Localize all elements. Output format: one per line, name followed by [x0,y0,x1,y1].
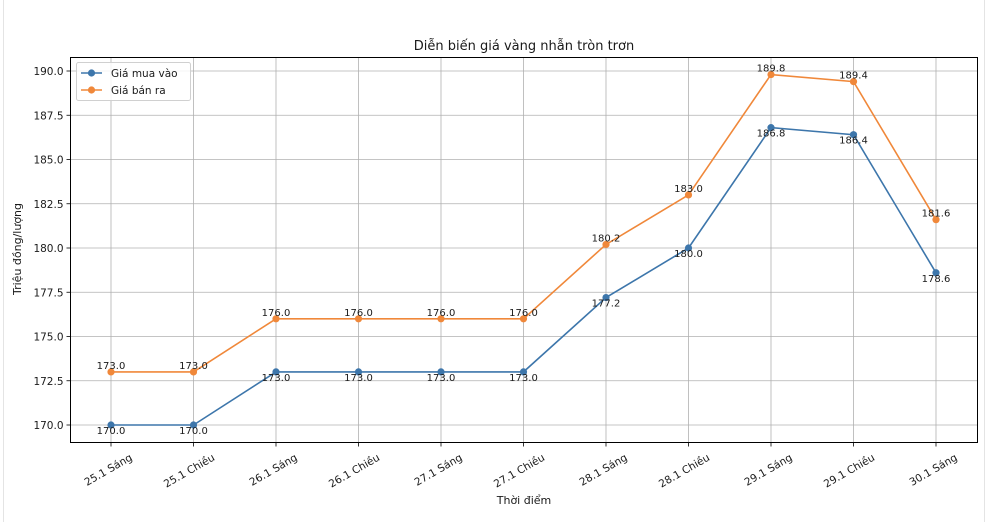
data-point-marker [189,368,198,376]
x-tick-label: 29.1 Chiều [822,452,877,491]
data-value-label: 186.4 [839,136,868,147]
legend-box [76,62,191,101]
y-tick-label: 172.5 [33,376,63,388]
data-value-label: 176.0 [344,308,373,319]
legend-label: Giá mua vào [111,68,178,80]
data-value-label: 170.0 [97,426,126,437]
grid-lines [70,57,978,443]
x-tick-label: 28.1 Sáng [577,452,629,489]
x-tick-label: 30.1 Sáng [907,452,959,489]
legend-label: Giá bán ra [111,85,166,97]
legend-swatch-marker [87,86,96,94]
x-tick-label: 27.1 Chiều [492,452,547,491]
x-tick-label: 28.1 Chiều [657,452,712,491]
data-value-label: 176.0 [509,308,538,319]
y-axis-label: Triệu đồng/lượng [11,203,24,296]
data-value-label: 181.6 [922,209,951,220]
data-value-label: 180.2 [592,233,621,244]
data-point-marker [519,315,528,323]
data-point-marker [849,78,858,86]
y-tick-label: 190.0 [33,66,63,78]
x-tick-label: 25.1 Sáng [82,452,134,489]
data-value-label: 177.2 [592,299,621,310]
data-value-label: 189.4 [839,71,868,82]
x-tick-label: 27.1 Sáng [412,452,464,489]
x-tick-label: 29.1 Sáng [742,452,794,489]
data-value-label: 173.0 [344,373,373,384]
legend-swatch-marker [87,69,96,77]
data-point-marker [354,315,363,323]
data-point-marker [519,368,528,376]
data-point-marker [189,421,198,429]
legend: Giá mua vào Giá bán ra [76,62,191,101]
data-value-label: 178.6 [922,274,951,285]
y-tick-label: 187.5 [33,110,63,122]
x-tick-label: 26.1 Chiều [327,452,382,491]
data-point-marker [767,124,775,132]
data-value-label: 176.0 [262,308,291,319]
data-point-marker [684,191,693,199]
x-tick-label: 25.1 Chiều [162,452,217,491]
data-point-marker [354,368,363,376]
figure-frame [3,0,985,522]
chart-title: Diễn biến giá vàng nhẫn tròn trơn [414,39,634,54]
data-value-label: 183.0 [674,184,703,195]
y-tick-label: 175.0 [33,332,63,344]
data-value-label: 173.0 [262,373,291,384]
y-tick-label: 180.0 [33,243,63,255]
data-point-marker [437,368,445,376]
data-point-marker [849,131,858,139]
data-value-label: 173.0 [179,361,208,372]
x-tick-label: 26.1 Sáng [247,452,299,489]
data-series [107,70,940,429]
y-tick-label: 170.0 [33,420,63,432]
data-point-marker [107,368,115,376]
data-point-marker [684,244,693,252]
data-value-label: 173.0 [97,361,126,372]
data-point-marker [602,240,610,249]
data-point-marker [437,315,445,323]
data-point-marker [932,216,940,224]
data-point-marker [272,315,280,323]
data-value-label: 180.0 [674,249,703,260]
y-tick-label: 177.5 [33,287,63,299]
x-axis: 25.1 Sáng 25.1 Chiều 26.1 Sáng 26.1 Chiều 27… [82,442,960,491]
data-value-label: 176.0 [427,308,456,319]
data-value-label: 189.8 [757,64,786,75]
data-value-label: 173.0 [427,373,456,384]
y-axis: 170.0 172.5 175.0 177.5 180.0 182.5 185.0 187.5… [33,66,71,432]
y-tick-label: 182.5 [33,199,63,211]
data-value-label: 186.8 [757,129,786,140]
y-tick-label: 185.0 [33,155,63,167]
x-axis-label: Thời điểm [496,494,552,507]
data-value-label: 173.0 [509,373,538,384]
data-point-marker [602,293,610,302]
data-value-label: 170.0 [179,426,208,437]
plot-area-frame [70,57,978,443]
data-point-marker [107,421,115,429]
data-point-marker [272,368,280,376]
data-point-marker [767,70,775,79]
data-labels: 170.0 170.0 173.0 173.0 173.0 173.0 177.2 180.0… [97,64,951,437]
data-point-marker [932,269,940,277]
